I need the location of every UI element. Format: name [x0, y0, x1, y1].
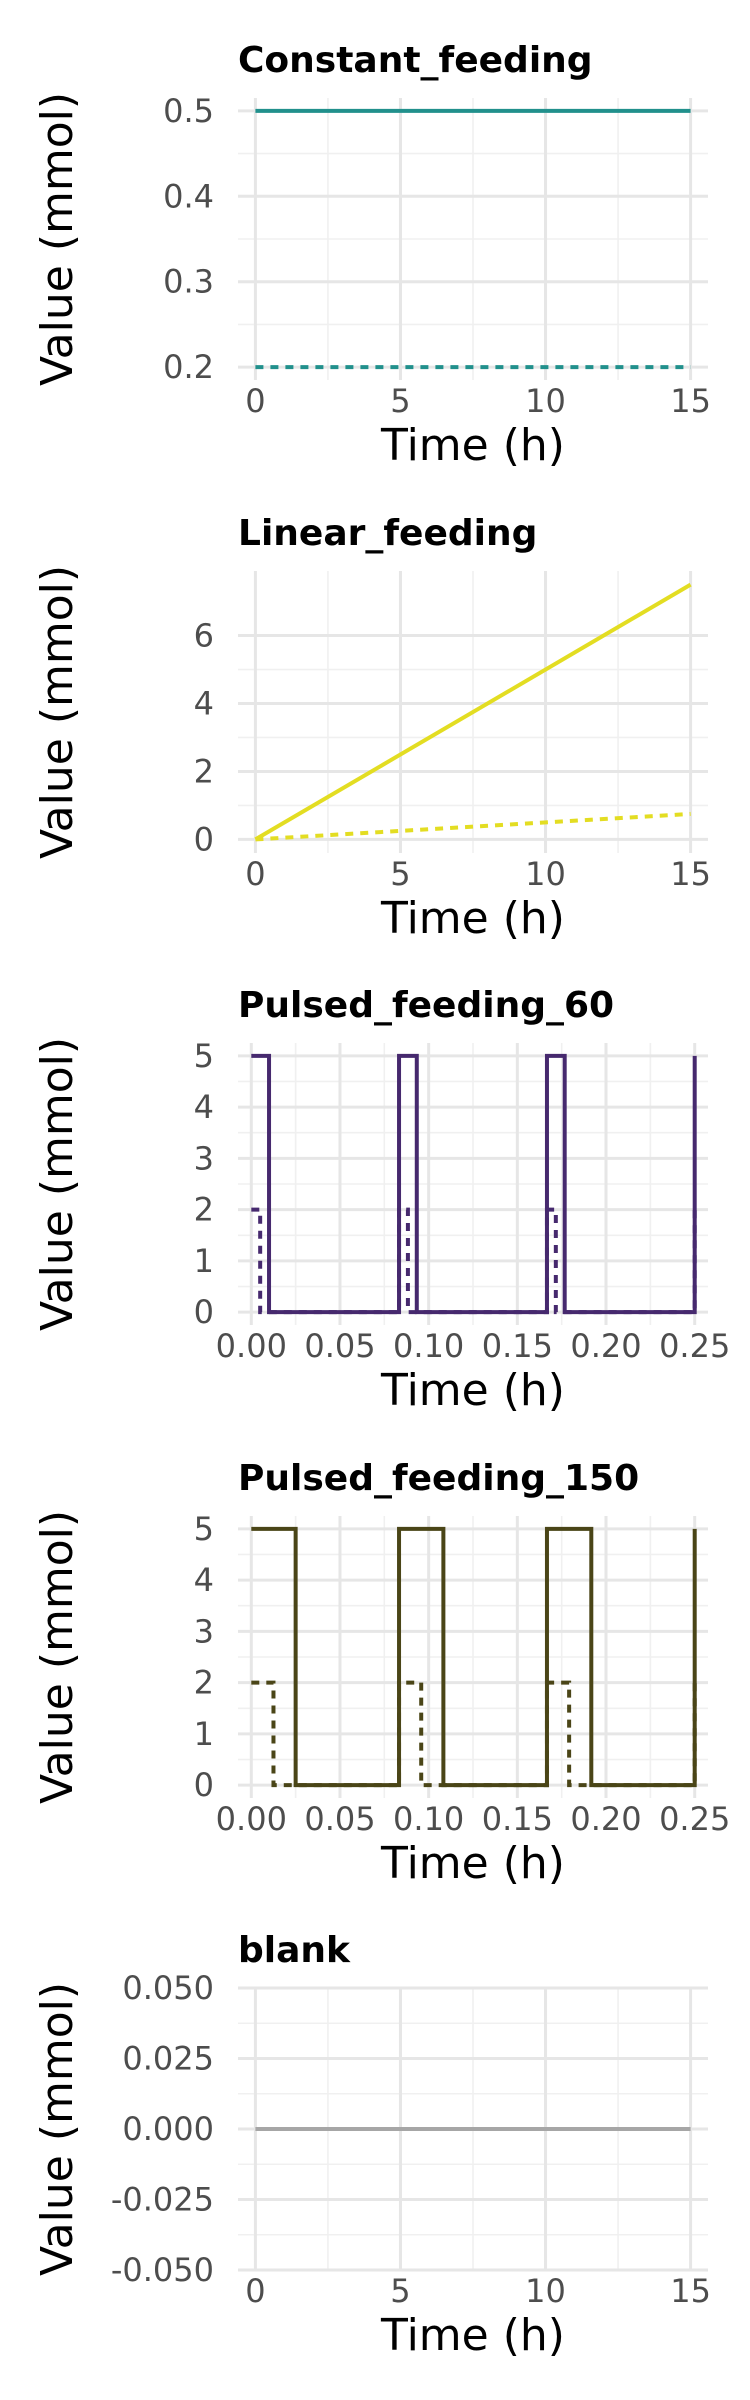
series-line-solid: [254, 582, 692, 842]
y-tick-label: -0.050: [111, 2251, 214, 2289]
chart-panel: 0.00 0.05 0.10 0.15 0.20 0.25 0 1 2 3 4 5 Pulsed_fee…: [32, 1458, 730, 1889]
y-tick-label: 5: [194, 1510, 214, 1548]
y-tick-label: 5: [194, 1037, 214, 1075]
x-tick-label: 15: [670, 2272, 711, 2310]
x-tick-label: 0: [245, 855, 265, 893]
x-tick-label: 0.25: [659, 1800, 730, 1838]
x-tick-label: 0: [245, 2272, 265, 2310]
x-tick-label: 10: [525, 855, 566, 893]
y-tick-label: 0.5: [163, 92, 214, 130]
x-tick-label: 15: [670, 855, 711, 893]
series-line-dashed: [251, 1680, 697, 1788]
y-tick-label: 2: [194, 1191, 214, 1229]
y-tick-label: 0.4: [163, 177, 214, 215]
chart-panel: 0 5 10 15 0 2 4 6 Linear_feeding Time (h) Value (m…: [32, 513, 711, 944]
x-axis-label: Time (h): [380, 420, 565, 471]
x-axis-label: Time (h): [380, 1365, 565, 1416]
x-tick-label: 10: [525, 2272, 566, 2310]
chart-panel: 0 5 10 15 0.2 0.3 0.4 0.5 Constant_feeding Time (…: [32, 40, 711, 471]
chart-panel: 0.00 0.05 0.10 0.15 0.20 0.25 0 1 2 3 4 5 Pulsed_fee…: [32, 985, 730, 1416]
y-tick-label: 1: [194, 1242, 214, 1280]
x-tick-label: 10: [525, 382, 566, 420]
y-tick-label: 0.3: [163, 263, 214, 301]
chart-panel: 0 5 10 15 -0.050 -0.025 0.000 0.025 0.050 blank Ti…: [32, 1930, 711, 2361]
x-tick-label: 5: [390, 2272, 410, 2310]
y-tick-label: 4: [194, 1088, 214, 1126]
x-tick-label: 0.00: [216, 1327, 287, 1365]
chart-title: Linear_feeding: [238, 513, 537, 554]
chart-title: Pulsed_feeding_150: [238, 1458, 639, 1499]
x-tick-label: 0.15: [482, 1800, 553, 1838]
chart-title: blank: [238, 1930, 351, 1971]
y-tick-label: 2: [194, 1664, 214, 1702]
x-tick-label: 0.20: [570, 1800, 641, 1838]
x-tick-label: 0.15: [482, 1327, 553, 1365]
series-line-dashed: [255, 811, 691, 842]
x-tick-label: 0.05: [304, 1327, 375, 1365]
y-axis-label: Value (mmol): [32, 92, 83, 386]
x-tick-label: 0.20: [570, 1327, 641, 1365]
y-tick-label: 6: [194, 617, 214, 655]
x-tick-label: 0.25: [659, 1327, 730, 1365]
x-tick-label: 0.05: [304, 1800, 375, 1838]
y-tick-label: 0.000: [122, 2110, 214, 2148]
y-tick-label: 0: [194, 820, 214, 858]
x-tick-label: 5: [390, 855, 410, 893]
x-axis-label: Time (h): [380, 1838, 565, 1889]
y-tick-label: 4: [194, 685, 214, 723]
x-axis-label: Time (h): [380, 893, 565, 944]
x-tick-label: 15: [670, 382, 711, 420]
x-tick-label: 5: [390, 382, 410, 420]
chart-title: Constant_feeding: [238, 40, 593, 81]
x-tick-label: 0.00: [216, 1800, 287, 1838]
y-tick-label: -0.025: [111, 2181, 214, 2219]
y-axis-label: Value (mmol): [32, 565, 83, 859]
y-tick-label: 3: [194, 1139, 214, 1177]
chart-title: Pulsed_feeding_60: [238, 985, 614, 1026]
y-tick-label: 0.050: [122, 1969, 214, 2007]
y-tick-label: 0.2: [163, 348, 214, 386]
y-axis-label: Value (mmol): [32, 1037, 83, 1331]
y-axis-label: Value (mmol): [32, 1510, 83, 1804]
series-line-dashed: [251, 1207, 697, 1315]
y-tick-label: 0: [194, 1766, 214, 1804]
y-tick-label: 3: [194, 1612, 214, 1650]
x-tick-label: 0.10: [393, 1800, 464, 1838]
x-tick-label: 0.10: [393, 1327, 464, 1365]
y-tick-label: 0.025: [122, 2040, 214, 2078]
y-axis-label: Value (mmol): [32, 1982, 83, 2276]
y-tick-label: 0: [194, 1293, 214, 1331]
y-tick-label: 1: [194, 1715, 214, 1753]
x-axis-label: Time (h): [380, 2310, 565, 2361]
y-tick-label: 2: [194, 752, 214, 790]
y-tick-label: 4: [194, 1561, 214, 1599]
x-tick-label: 0: [245, 382, 265, 420]
